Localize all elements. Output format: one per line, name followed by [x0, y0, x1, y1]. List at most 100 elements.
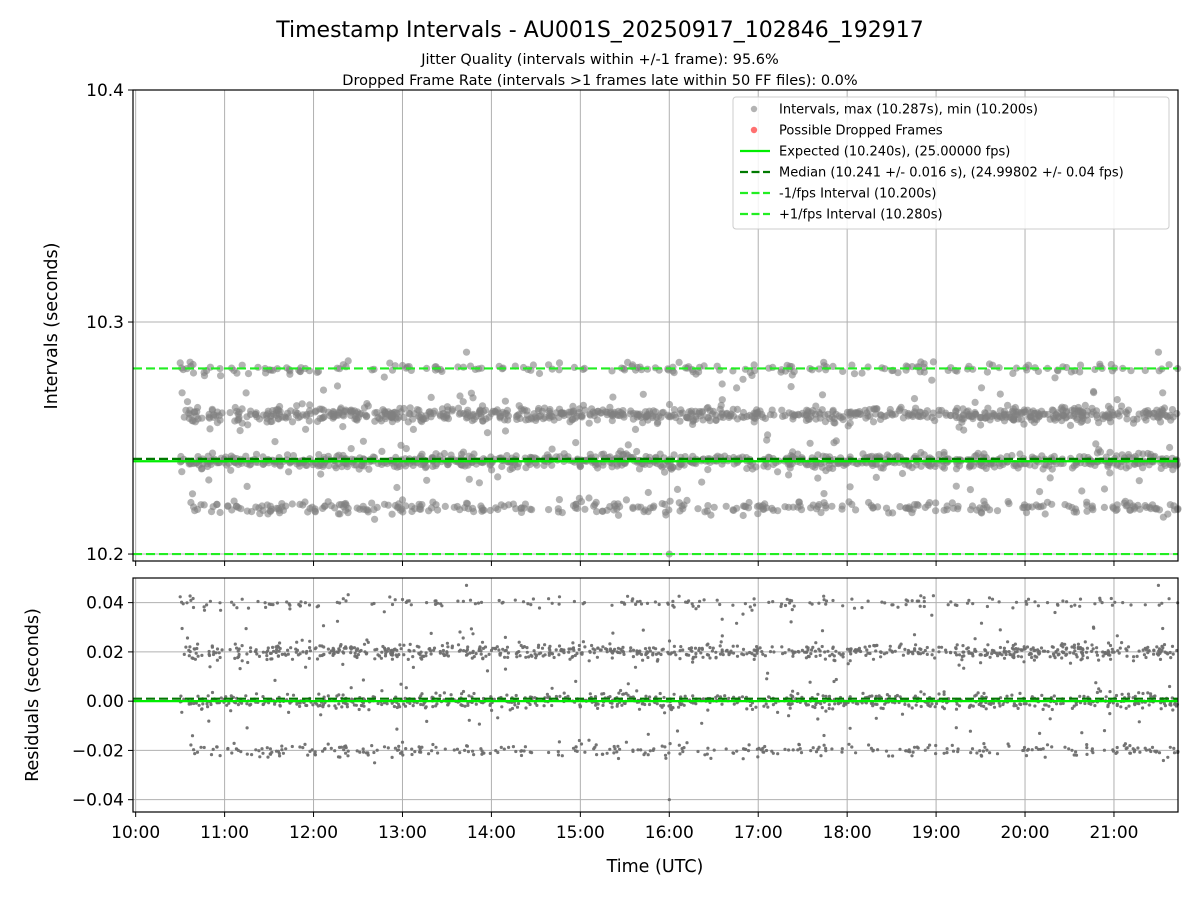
- data-point: [663, 753, 668, 757]
- data-point: [464, 406, 472, 414]
- data-point: [572, 439, 580, 447]
- time-axis-label: Time (UTC): [606, 857, 704, 877]
- data-point: [985, 604, 990, 609]
- data-point: [1115, 703, 1119, 708]
- data-point: [493, 647, 498, 651]
- data-point: [635, 649, 639, 653]
- data-point: [446, 645, 450, 649]
- data-point: [268, 747, 272, 751]
- data-point: [685, 653, 689, 657]
- data-point: [1009, 369, 1017, 377]
- data-point: [1013, 642, 1018, 646]
- data-point: [301, 650, 305, 654]
- data-point: [709, 756, 713, 761]
- data-point: [979, 753, 983, 757]
- data-point: [820, 629, 825, 633]
- data-point: [1117, 651, 1121, 655]
- data-point: [712, 748, 716, 752]
- data-point: [998, 652, 1002, 656]
- data-point: [526, 602, 530, 606]
- data-point: [218, 655, 222, 660]
- data-point: [776, 710, 780, 715]
- data-point: [983, 368, 992, 376]
- data-point: [465, 744, 469, 748]
- data-point: [265, 366, 273, 374]
- data-point: [1060, 656, 1064, 660]
- data-point: [811, 746, 815, 750]
- data-point: [621, 650, 626, 654]
- data-point: [530, 751, 534, 755]
- data-point: [322, 747, 327, 751]
- data-point: [694, 607, 698, 611]
- data-point: [528, 506, 536, 514]
- data-point: [249, 702, 253, 707]
- data-point: [492, 697, 496, 701]
- data-point: [1063, 745, 1067, 749]
- data-point: [476, 601, 481, 605]
- data-point: [250, 753, 254, 757]
- data-point: [757, 746, 761, 751]
- data-point: [745, 707, 749, 711]
- data-point: [610, 705, 614, 709]
- data-point: [322, 645, 326, 649]
- data-point: [356, 653, 360, 657]
- data-point: [640, 702, 644, 706]
- data-point: [468, 417, 476, 425]
- data-point: [411, 704, 415, 708]
- data-point: [197, 703, 201, 707]
- data-point: [1166, 755, 1170, 759]
- data-point: [488, 751, 492, 756]
- data-point: [461, 636, 465, 640]
- data-point: [841, 655, 845, 659]
- data-point: [872, 643, 876, 648]
- data-point: [861, 691, 865, 696]
- data-point: [1030, 655, 1034, 660]
- data-point: [953, 651, 957, 655]
- data-point: [1159, 389, 1167, 397]
- data-point: [209, 753, 214, 757]
- data-point: [578, 705, 582, 709]
- data-point: [1125, 648, 1129, 653]
- data-point: [506, 655, 510, 660]
- data-point: [1137, 720, 1141, 724]
- data-point: [653, 600, 658, 604]
- data-point: [842, 701, 846, 705]
- data-point: [701, 697, 706, 701]
- data-point: [1059, 702, 1063, 706]
- data-point: [498, 653, 502, 657]
- data-point: [729, 506, 737, 514]
- data-point: [295, 640, 299, 644]
- data-point: [1168, 745, 1172, 749]
- data-point: [429, 462, 437, 470]
- data-point: [1072, 651, 1076, 655]
- data-point: [940, 464, 949, 472]
- data-point: [491, 646, 495, 650]
- data-point: [575, 494, 584, 502]
- data-point: [701, 508, 709, 516]
- data-point: [313, 752, 317, 756]
- data-point: [595, 655, 600, 659]
- data-point: [1125, 654, 1129, 658]
- data-point: [598, 450, 606, 459]
- data-point: [766, 671, 770, 675]
- data-point: [234, 747, 238, 751]
- data-point: [514, 652, 519, 656]
- data-point: [1074, 750, 1078, 754]
- data-point: [1001, 702, 1005, 707]
- data-point: [645, 601, 650, 606]
- data-point: [669, 708, 674, 712]
- data-point: [524, 706, 528, 710]
- data-point: [1095, 653, 1099, 657]
- data-point: [866, 412, 874, 420]
- data-point: [1006, 640, 1010, 644]
- x-tick-label: 15:00: [556, 823, 605, 843]
- data-point: [675, 729, 680, 733]
- data-point: [393, 598, 397, 602]
- data-point: [497, 598, 501, 603]
- data-point: [557, 644, 562, 648]
- data-point: [257, 749, 261, 753]
- data-point: [1070, 706, 1074, 711]
- data-point: [531, 597, 536, 601]
- data-point: [199, 745, 203, 749]
- data-point: [661, 468, 669, 476]
